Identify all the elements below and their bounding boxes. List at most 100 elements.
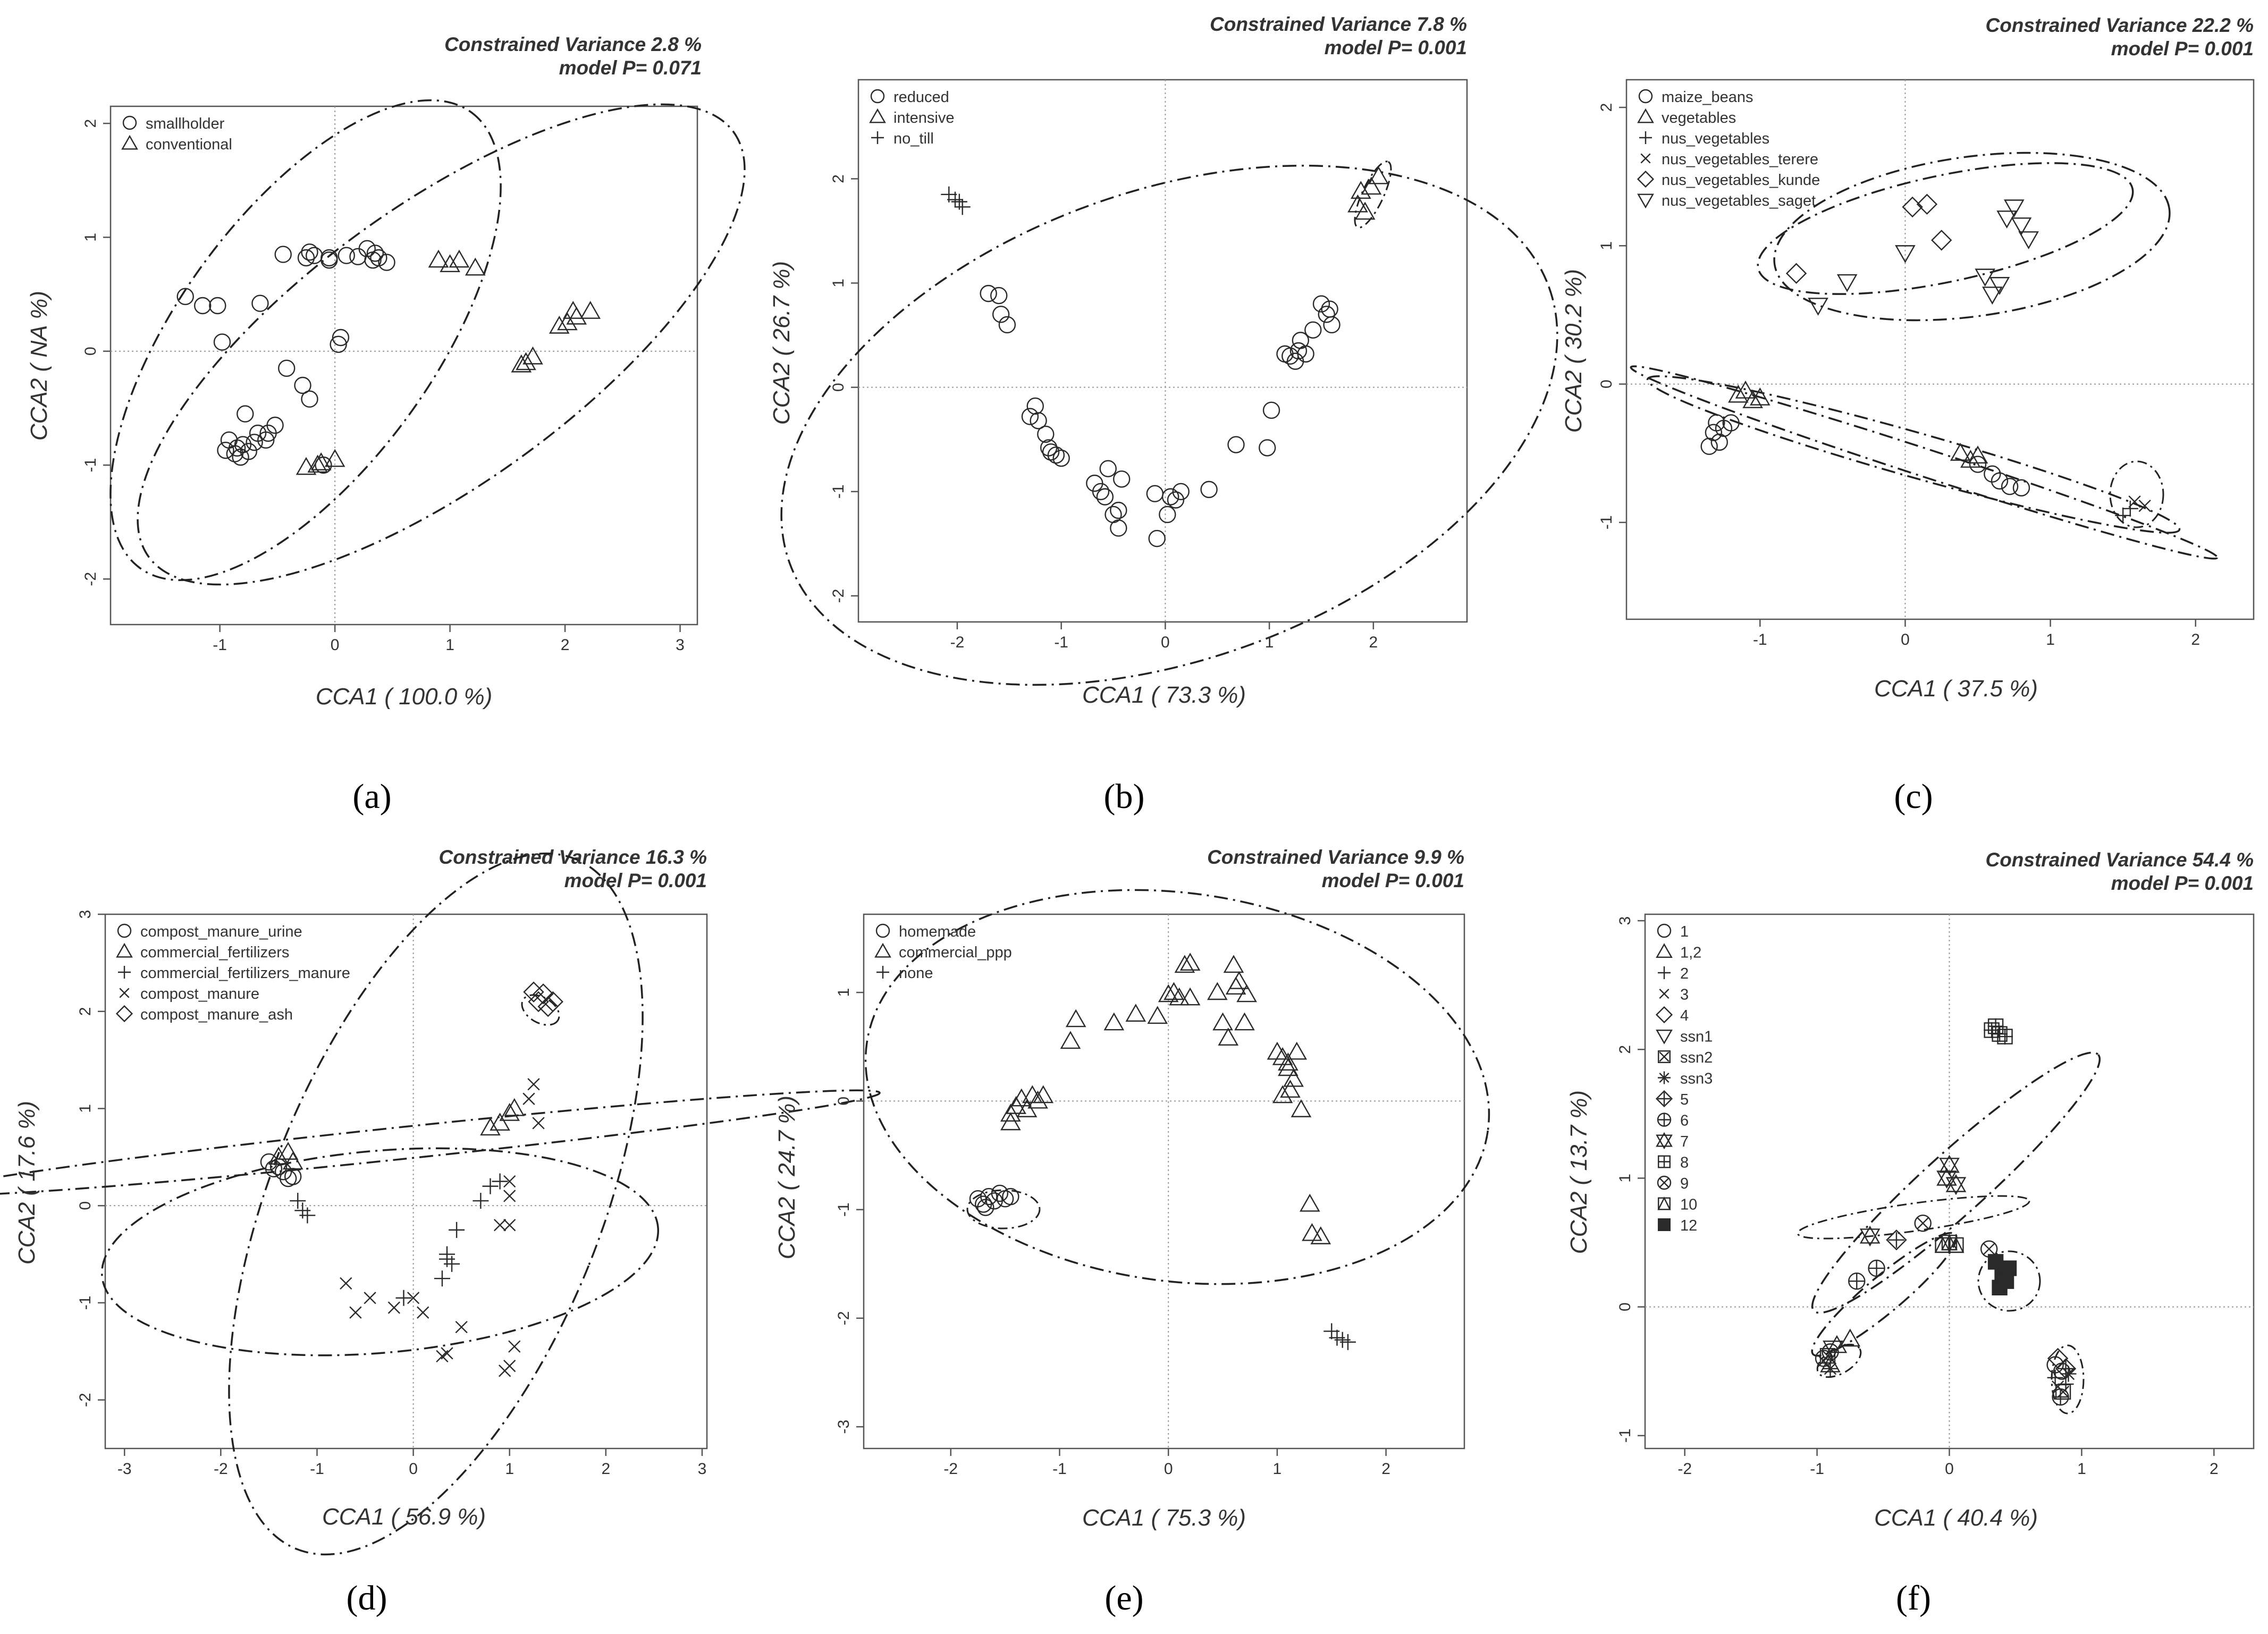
- confidence-ellipses-d: [0, 852, 881, 1556]
- x-axis-label-c: CCA1 ( 37.5 %): [1874, 676, 2038, 702]
- legend-marker-commercial-fertilizers-manure: [118, 966, 131, 979]
- data-point-conventional: [440, 254, 460, 272]
- x-tick-label: 0: [1161, 634, 1170, 651]
- data-point-conventional: [296, 457, 317, 475]
- data-point-reduced: [1172, 483, 1190, 501]
- y-tick-label: 1: [1598, 241, 1615, 250]
- data-point-compost-manure: [387, 1301, 401, 1314]
- legend-marker-8: [1657, 1155, 1671, 1168]
- legend-marker-compost-manure-ash: [115, 1005, 133, 1023]
- x-axis-label-e: CCA1 ( 75.3 %): [1082, 1505, 1246, 1531]
- data-points-f: [1815, 1018, 2077, 1406]
- x-tick-label: -1: [213, 636, 227, 654]
- data-point-vegetables: [1742, 390, 1763, 408]
- origin-lines-b: [858, 80, 1467, 622]
- variance-label-f: Constrained Variance 54.4 %: [1985, 849, 2254, 871]
- y-tick-label: 3: [1616, 916, 1634, 925]
- data-point-conventional: [428, 249, 449, 268]
- data-point-reduced: [1259, 439, 1276, 457]
- data-point-reduced: [1047, 446, 1065, 464]
- data-point-conventional: [580, 301, 601, 319]
- legend-marker-2: [1658, 966, 1671, 979]
- data-point-commercial-ppp: [1228, 971, 1250, 989]
- y-tick-label: -1: [77, 1296, 94, 1310]
- data-point-reduced: [1110, 519, 1127, 537]
- data-point-nus-vegetables-saget: [1996, 210, 2017, 229]
- data-point-commercial-ppp: [1207, 982, 1228, 1000]
- data-point-commercial-ppp: [1158, 984, 1179, 1003]
- data-point-maize-beans: [1969, 456, 1987, 473]
- data-point-compost-manure: [532, 1117, 545, 1130]
- data-point-reduced: [1167, 491, 1185, 509]
- y-tick-label: 0: [1598, 380, 1615, 389]
- data-point-compost-manure: [503, 1219, 516, 1232]
- origin-lines-a: [111, 106, 697, 625]
- data-point-commercial-ppp: [1299, 1193, 1320, 1212]
- ellipse-commercial-ppp: [864, 889, 1490, 1285]
- x-tick-label: 0: [409, 1460, 418, 1478]
- data-point-nus-vegetables-kunde: [1902, 196, 1923, 218]
- x-tick-label: -1: [1753, 631, 1767, 648]
- data-point-smallholder: [259, 424, 277, 442]
- y-tick-label: -1: [1598, 515, 1615, 529]
- data-point-smallholder: [251, 294, 269, 312]
- data-point-reduced: [1052, 449, 1070, 467]
- data-point-conventional: [566, 306, 587, 325]
- y-axis-label-b: CCA2 ( 26.7 %): [769, 261, 795, 425]
- data-point-compost-manure: [508, 1340, 521, 1353]
- data-point-commercial-fertilizers-manure: [473, 1193, 489, 1209]
- data-point-7: [1936, 1167, 1957, 1189]
- y-tick-label: 2: [830, 174, 847, 183]
- data-point-conventional: [522, 346, 543, 365]
- data-point-compost-manure: [455, 1320, 468, 1334]
- ellipse-nus-vegetables-kunde: [1757, 162, 2134, 295]
- data-point-nus-vegetables: [2122, 500, 2138, 517]
- data-point-7: [1939, 1155, 1960, 1176]
- panel-a: Constrained Variance 2.8 % model P= 0.07…: [26, 33, 746, 816]
- data-point-vegetables: [1960, 450, 1981, 468]
- y-tick-label: 2: [1598, 103, 1615, 112]
- data-point-conventional: [516, 352, 536, 370]
- ellipse-group-1: [2051, 1344, 2085, 1414]
- data-point-smallholder: [349, 248, 367, 266]
- data-point-compost-manure: [340, 1277, 352, 1290]
- p-value-label-f: model P= 0.001: [2111, 872, 2254, 894]
- data-point-smallholder: [257, 431, 275, 449]
- data-point-5: [1886, 1229, 1907, 1251]
- data-point-smallholder: [330, 335, 347, 353]
- data-point-commercial-ppp: [1174, 955, 1195, 973]
- plot-frame-c: [1625, 79, 2255, 620]
- data-point-vegetables: [1749, 387, 1770, 406]
- data-point-nus-vegetables-saget: [1808, 298, 1828, 316]
- data-point-reduced: [1096, 488, 1114, 506]
- ellipse-conventional: [137, 103, 746, 586]
- data-point-compost-manure-ash: [523, 981, 544, 1003]
- data-point-intensive: [1354, 201, 1376, 220]
- confidence-ellipses-f: [1797, 1051, 2101, 1414]
- legend-label: 2: [1680, 965, 1689, 982]
- data-point-conventional: [324, 449, 345, 467]
- data-point-reduced: [1304, 321, 1322, 339]
- x-tick-label: 2: [601, 1460, 610, 1478]
- data-point-reduced: [1323, 316, 1340, 334]
- legend-label: 10: [1680, 1197, 1697, 1214]
- legend-label: commercial_fertilizers_manure: [140, 965, 350, 982]
- plot-frame-e: [863, 913, 1465, 1450]
- ellipse-group-7: [1811, 1051, 2101, 1314]
- scatter-plot-e: -2 -1 0 1 2 -3 -2 -1 0 1 homemade commercial_pppno…: [835, 889, 1490, 1478]
- y-tick-label: 2: [77, 1007, 94, 1016]
- x-tick-label: -2: [950, 634, 965, 651]
- data-point-vegetables: [1728, 384, 1749, 403]
- panel-label-e: (e): [1105, 1579, 1143, 1618]
- x-tick-label: -1: [1052, 1460, 1067, 1478]
- panel-c: Constrained Variance 22.2 % model P= 0.0…: [1561, 14, 2255, 816]
- data-point-maize-beans: [2012, 479, 2030, 496]
- data-point-nus-vegetables-saget: [2011, 217, 2032, 235]
- data-point-reduced: [1200, 481, 1218, 499]
- data-points-b: [941, 166, 1389, 548]
- data-point-compost-manure: [503, 1190, 516, 1202]
- panel-label-b: (b): [1104, 777, 1145, 816]
- data-point-compost-manure: [364, 1292, 376, 1304]
